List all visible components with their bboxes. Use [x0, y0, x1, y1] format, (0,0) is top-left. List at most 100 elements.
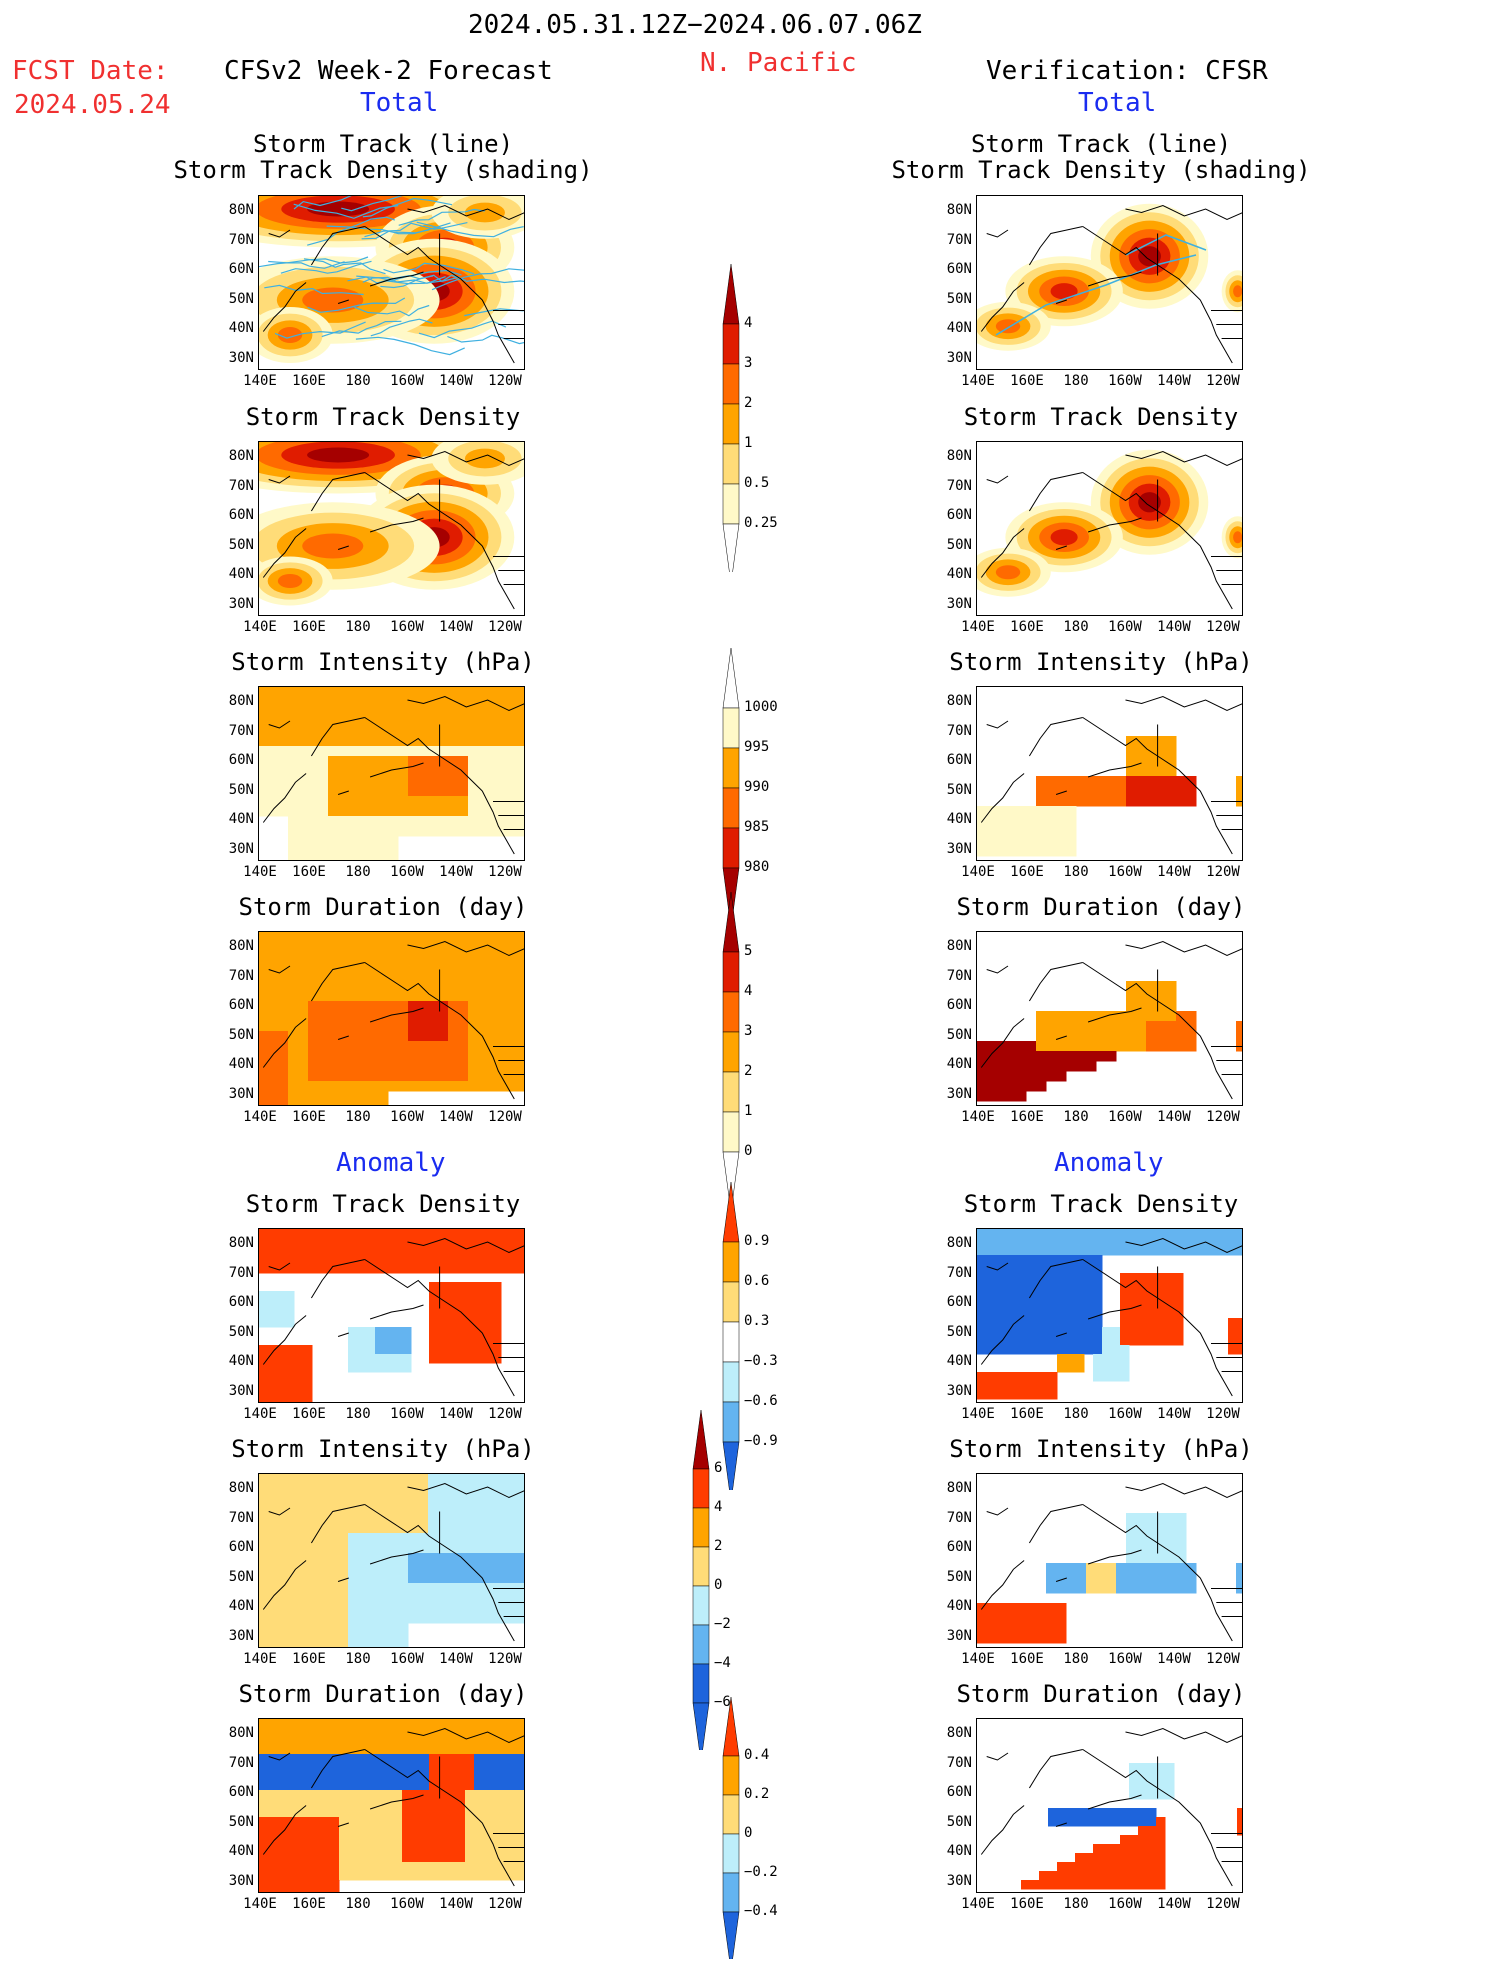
lon-tick-label: 120W — [1206, 1651, 1240, 1667]
lon-tick-label: 160W — [1108, 1651, 1142, 1667]
map-plot — [976, 1473, 1243, 1648]
coastline — [268, 475, 291, 484]
colorbar-swatch — [722, 1755, 740, 1796]
lat-tick-label: 30N — [946, 595, 972, 612]
colorbar-swatches — [692, 1409, 710, 1763]
lon-tick-label: 160W — [390, 619, 424, 635]
coastline — [980, 1315, 1025, 1365]
coastline — [364, 1504, 483, 1579]
lon-tick-label: 180 — [345, 619, 371, 635]
map-plot — [258, 441, 525, 616]
lat-tick-label: 40N — [946, 811, 972, 827]
coastline — [337, 1332, 349, 1337]
colorbar-swatch — [692, 1409, 710, 1470]
colorbar-tick-label: −0.2 — [744, 1864, 778, 1880]
coastline — [1055, 1577, 1067, 1582]
lat-tick-label: 60N — [228, 261, 254, 277]
lat-tick-label: 50N — [946, 781, 972, 798]
lon-tick-label: 180 — [345, 864, 371, 880]
coastline — [1082, 962, 1201, 1037]
lat-tick-label: 70N — [946, 477, 972, 494]
colorbar-swatches — [722, 647, 740, 929]
lat-tick-label: 50N — [228, 1813, 254, 1830]
lon-tick-label: 160W — [1108, 1896, 1142, 1912]
coastline — [1082, 472, 1201, 547]
lon-tick-label: 160E — [292, 864, 326, 880]
lon-tick-label: 160E — [1010, 1651, 1044, 1667]
map-frame — [258, 1228, 525, 1403]
lon-tick-label: 140W — [1157, 1896, 1191, 1912]
coastline — [1125, 204, 1243, 221]
map-plot — [258, 1718, 525, 1893]
colorbar-swatch — [722, 263, 740, 325]
lat-tick-label: 80N — [946, 693, 972, 709]
lon-tick-label: 160W — [390, 1651, 424, 1667]
colorbar-swatch — [692, 1507, 710, 1548]
lon-tick-label: 140E — [243, 373, 277, 389]
lat-tick-label: 80N — [946, 1235, 972, 1251]
coastline — [986, 1507, 1009, 1516]
lon-tick-label: 120W — [1206, 1406, 1240, 1422]
lon-tick-label: 140E — [243, 1406, 277, 1422]
panel-title: Storm Track Density — [963, 403, 1239, 431]
coastline — [980, 528, 1025, 578]
lon-tick-label: 160W — [1108, 619, 1142, 635]
lat-tick-label: 60N — [228, 997, 254, 1013]
lat-tick-label: 80N — [946, 202, 972, 218]
colorbar-tick-label: 985 — [744, 819, 770, 835]
coastline — [268, 1507, 291, 1516]
lat-tick-label: 70N — [946, 722, 972, 739]
coastline — [980, 1560, 1025, 1610]
colorbar-tick-label: 2 — [744, 395, 753, 411]
lat-tick-label: 40N — [228, 1353, 254, 1369]
colorbar-tick-label: 0.5 — [744, 475, 770, 491]
lon-tick-label: 140E — [243, 1896, 277, 1912]
lat-tick-label: 80N — [228, 693, 254, 709]
lon-tick-label: 160E — [1010, 1109, 1044, 1125]
lat-tick-label: 60N — [946, 997, 972, 1013]
lon-tick-label: 140W — [1157, 1651, 1191, 1667]
coastline — [481, 1577, 515, 1642]
lon-tick-label: 140E — [243, 619, 277, 635]
panel-title: Storm Intensity (hPa) — [231, 648, 535, 676]
lon-tick-label: 140W — [439, 1896, 473, 1912]
map-frame — [976, 1473, 1243, 1648]
lat-tick-label: 30N — [228, 349, 254, 366]
lat-tick-label: 70N — [946, 1509, 972, 1526]
lon-tick-label: 160W — [390, 373, 424, 389]
lat-tick-label: 30N — [946, 1085, 972, 1102]
panel-subtitle: Storm Track Density (shading) — [891, 156, 1311, 184]
lat-tick-label: 50N — [228, 1026, 254, 1043]
lat-tick-label: 30N — [946, 1382, 972, 1399]
lon-tick-label: 160E — [1010, 1406, 1044, 1422]
lat-tick-label: 50N — [228, 290, 254, 307]
map-plot — [258, 195, 525, 370]
lat-tick-label: 70N — [946, 1264, 972, 1281]
lat-tick-label: 30N — [228, 1382, 254, 1399]
panel-title: Storm Track Density — [963, 1190, 1239, 1218]
coastline — [310, 472, 365, 512]
coastline — [481, 1035, 515, 1100]
coastline — [364, 1259, 483, 1334]
lat-tick-label: 80N — [228, 202, 254, 218]
intensity-anomaly-colorbar: 6 4 2 0 −2 −4 −6 — [692, 1408, 731, 1763]
lon-tick-label: 120W — [488, 864, 522, 880]
lat-tick-label: 70N — [228, 1264, 254, 1281]
lon-tick-label: 140W — [439, 864, 473, 880]
lon-tick-label: 140E — [961, 373, 995, 389]
colorbar-tick-label: 0.4 — [744, 1747, 770, 1763]
panel-title: Storm Track (line) — [970, 130, 1232, 158]
coastline — [407, 1482, 525, 1499]
coastline — [1087, 1304, 1142, 1320]
map-frame — [976, 686, 1243, 861]
coastline — [337, 1577, 349, 1582]
coastline — [262, 1018, 307, 1068]
lon-tick-label: 120W — [1206, 864, 1240, 880]
lon-tick-label: 160E — [292, 1109, 326, 1125]
coastline — [1199, 790, 1233, 855]
lon-tick-label: 180 — [1063, 1406, 1089, 1422]
colorbar-tick-label: 0 — [744, 1143, 753, 1159]
coastline — [980, 1018, 1025, 1068]
coastline — [369, 271, 424, 287]
lat-tick-label: 40N — [228, 566, 254, 582]
